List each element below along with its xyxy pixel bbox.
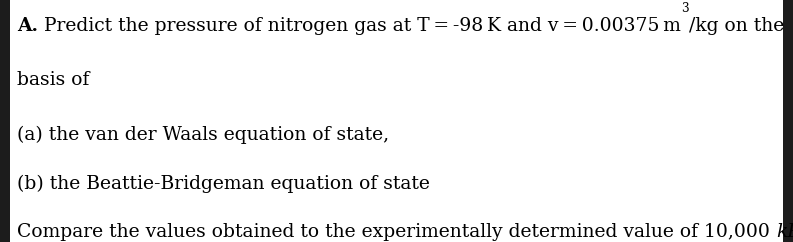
Text: 3: 3 (681, 2, 689, 15)
Text: (a) the van der Waals equation of state,: (a) the van der Waals equation of state, (17, 126, 389, 144)
Text: A.: A. (17, 17, 38, 36)
Text: /kg on the: /kg on the (689, 17, 784, 36)
Text: Predict the pressure of nitrogen gas at T = -98 K and v = 0.00375 m: Predict the pressure of nitrogen gas at … (38, 17, 681, 36)
Text: basis of: basis of (17, 71, 90, 89)
Text: kPa: kPa (776, 223, 793, 241)
Text: (b) the Beattie-Bridgeman equation of state: (b) the Beattie-Bridgeman equation of st… (17, 174, 431, 193)
Text: Compare the values obtained to the experimentally determined value of 10,000: Compare the values obtained to the exper… (17, 223, 776, 241)
